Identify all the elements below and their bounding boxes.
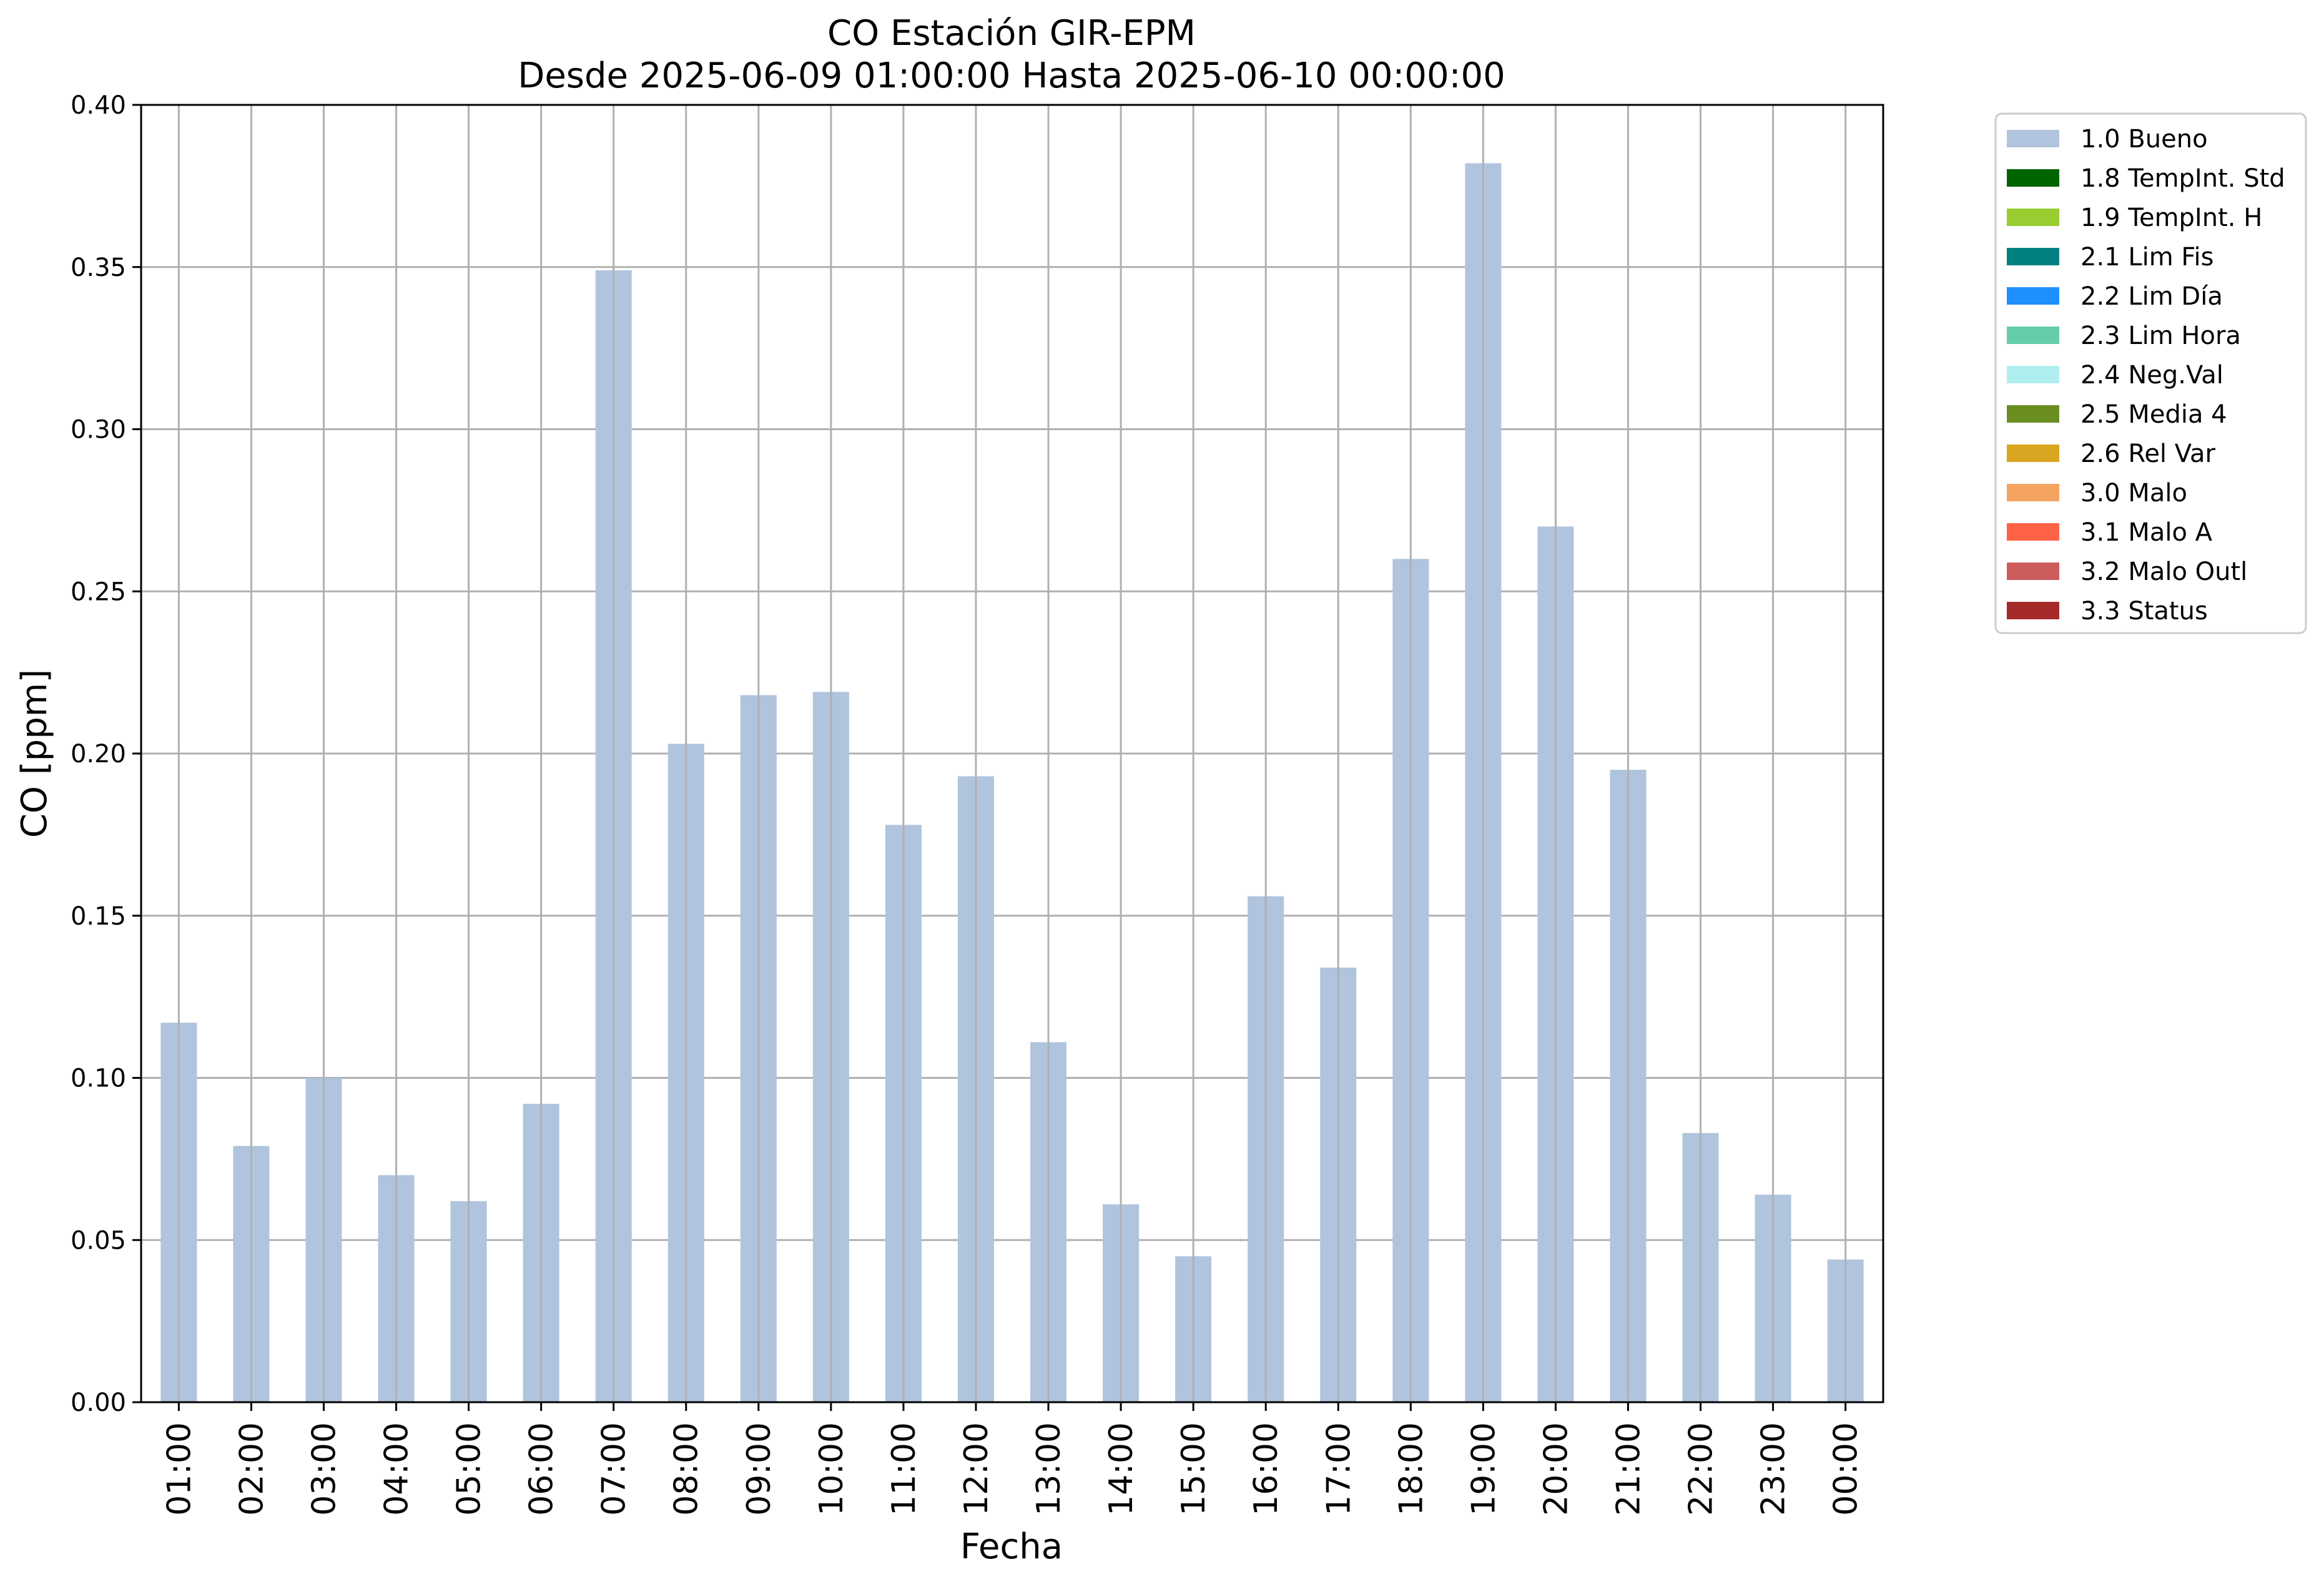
legend-label: 1.9 TempInt. H — [2080, 204, 2262, 232]
legend-swatch — [2007, 327, 2059, 344]
y-tick-label: 0.30 — [71, 416, 126, 445]
legend-label: 3.0 Malo — [2080, 479, 2187, 508]
legend-label: 2.4 Neg.Val — [2080, 361, 2223, 390]
x-tick-label: 09:00 — [741, 1422, 778, 1516]
legend-label: 2.5 Media 4 — [2080, 400, 2227, 429]
x-tick-label: 22:00 — [1683, 1422, 1720, 1516]
y-axis-ticks: 0.00 0.05 0.10 0.15 0.20 0.25 0.30 0.35 0.40 — [71, 91, 141, 1417]
y-axis-label: CO [ppm] — [14, 669, 55, 838]
legend-label: 3.2 Malo Outl — [2080, 558, 2247, 586]
x-tick-label: 23:00 — [1755, 1422, 1793, 1516]
y-tick-label: 0.25 — [71, 577, 126, 606]
x-tick-label: 00:00 — [1828, 1422, 1865, 1516]
y-tick-label: 0.15 — [71, 902, 126, 931]
legend-swatch — [2007, 484, 2059, 501]
x-tick-label: 17:00 — [1320, 1422, 1357, 1516]
y-tick-label: 0.05 — [71, 1226, 126, 1255]
legend-swatch — [2007, 602, 2059, 619]
x-tick-label: 21:00 — [1610, 1422, 1647, 1516]
x-tick-label: 07:00 — [596, 1422, 633, 1516]
legend-label: 1.0 Bueno — [2080, 125, 2208, 154]
x-tick-label: 05:00 — [451, 1422, 488, 1516]
legend-label: 2.6 Rel Var — [2080, 440, 2216, 468]
legend-swatch — [2007, 130, 2059, 147]
legend-label: 3.3 Status — [2080, 597, 2208, 626]
legend-swatch — [2007, 209, 2059, 226]
x-tick-label: 01:00 — [160, 1422, 198, 1516]
x-tick-label: 08:00 — [668, 1422, 706, 1516]
legend-label: 2.2 Lim Día — [2080, 282, 2223, 311]
legend-swatch — [2007, 366, 2059, 383]
x-axis-ticks: 01:00 02:00 03:00 04:00 05:00 06:00 07:00 08:00… — [160, 1402, 1865, 1516]
chart-subtitle: Desde 2025-06-09 01:00:00 Hasta 2025-06-… — [518, 56, 1505, 96]
legend-label: 2.3 Lim Hora — [2080, 322, 2241, 350]
x-tick-label: 19:00 — [1465, 1422, 1502, 1516]
legend-swatch — [2007, 248, 2059, 265]
chart-title: CO Estación GIR-EPM — [827, 13, 1196, 54]
x-tick-label: 10:00 — [813, 1422, 850, 1516]
x-tick-label: 14:00 — [1103, 1422, 1140, 1516]
y-tick-label: 0.20 — [71, 740, 126, 769]
legend: 1.0 Bueno 1.8 TempInt. Std 1.9 TempInt. H 2… — [1994, 112, 2307, 634]
legend-swatch — [2007, 563, 2059, 580]
x-axis-label: Fecha — [960, 1526, 1063, 1567]
legend-label: 2.1 Lim Fis — [2080, 243, 2213, 272]
legend-swatch — [2007, 287, 2059, 305]
x-tick-label: 03:00 — [305, 1422, 343, 1516]
legend-swatch — [2007, 445, 2059, 462]
x-tick-label: 20:00 — [1537, 1422, 1575, 1516]
x-tick-label: 15:00 — [1175, 1422, 1213, 1516]
y-tick-label: 0.00 — [71, 1388, 126, 1417]
x-tick-label: 06:00 — [523, 1422, 561, 1516]
y-tick-label: 0.35 — [71, 253, 126, 282]
x-tick-label: 18:00 — [1392, 1422, 1430, 1516]
y-tick-label: 0.10 — [71, 1064, 126, 1093]
x-tick-label: 13:00 — [1030, 1422, 1068, 1516]
legend-frame — [1994, 112, 2307, 634]
x-tick-label: 16:00 — [1248, 1422, 1285, 1516]
legend-label: 1.8 TempInt. Std — [2080, 164, 2285, 193]
legend-label: 3.1 Malo A — [2080, 518, 2213, 547]
x-tick-label: 11:00 — [885, 1422, 923, 1516]
x-tick-label: 04:00 — [378, 1422, 416, 1516]
x-grid — [177, 105, 1847, 1402]
y-tick-label: 0.40 — [71, 91, 126, 120]
x-tick-label: 02:00 — [233, 1422, 270, 1516]
x-tick-label: 12:00 — [958, 1422, 995, 1516]
legend-swatch — [2007, 523, 2059, 541]
legend-swatch — [2007, 405, 2059, 423]
legend-swatch — [2007, 169, 2059, 187]
